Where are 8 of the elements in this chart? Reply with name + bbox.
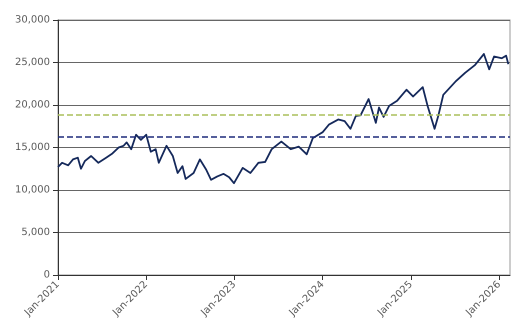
- y-tick-label: 15,000: [15, 142, 50, 153]
- y-tick-label: 25,000: [15, 57, 50, 68]
- line-series: [57, 53, 510, 184]
- y-tick-label: 20,000: [15, 100, 50, 110]
- y-tick-label: 0: [44, 270, 50, 280]
- y-tick-label: 5,000: [21, 227, 50, 238]
- y-tick-label: 10,000: [15, 184, 50, 196]
- y-tick-label: 30,000: [15, 14, 50, 26]
